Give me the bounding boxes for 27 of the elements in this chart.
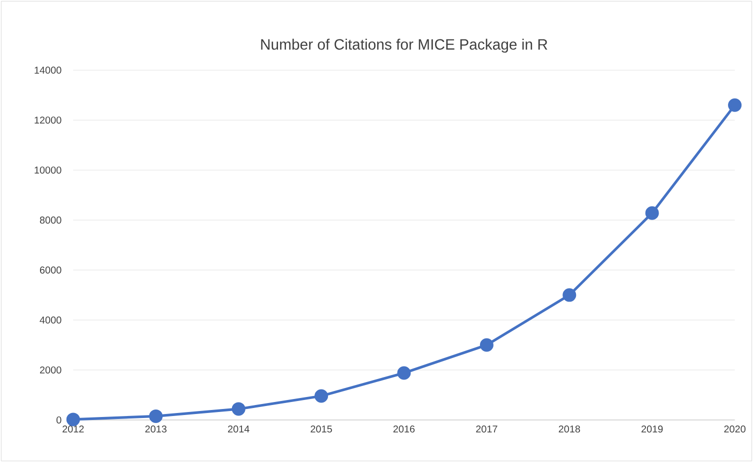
y-tick-label: 10000 — [34, 166, 62, 174]
point — [232, 402, 246, 416]
point — [397, 366, 411, 380]
chart-title: Number of Citations for MICE Package in R — [261, 38, 548, 53]
x-tick-label: 2020 — [724, 425, 746, 432]
y-tick-label: 4000 — [40, 316, 62, 324]
point — [66, 412, 80, 426]
y-tick-label: 2000 — [40, 366, 62, 374]
point — [314, 389, 328, 403]
x-tick-label: 2012 — [62, 425, 84, 432]
y-tick-label: 6000 — [40, 266, 62, 274]
point — [562, 288, 576, 302]
x-tick-label: 2016 — [393, 425, 415, 432]
x-tick-label: 2014 — [228, 425, 250, 432]
y-tick-label: 8000 — [40, 216, 62, 224]
y-tick-label: 12000 — [34, 116, 62, 124]
point — [728, 98, 742, 112]
x-tick-label: 2019 — [642, 425, 663, 432]
x-tick-label: 2018 — [558, 425, 580, 432]
x-tick-label: 2013 — [145, 425, 167, 432]
point — [645, 206, 659, 220]
x-tick-label: 2015 — [310, 425, 332, 432]
x-tick-label: 2017 — [476, 425, 498, 432]
point — [480, 338, 494, 352]
point — [149, 409, 163, 423]
y-tick-label: 0 — [56, 416, 62, 424]
y-tick-label: 14000 — [34, 66, 62, 74]
